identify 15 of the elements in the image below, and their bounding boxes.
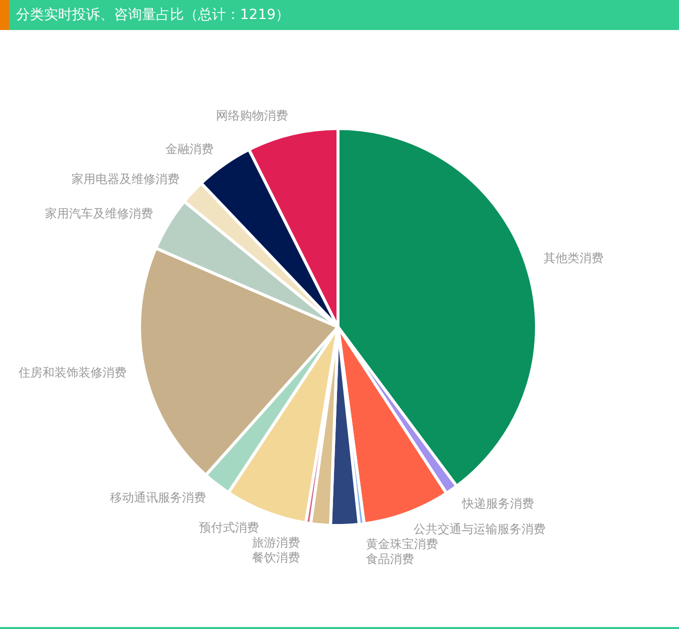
slice-label: 其他类消费 bbox=[543, 250, 604, 265]
slice-label: 食品消费 bbox=[366, 552, 414, 566]
slice-label: 移动通讯服务消费 bbox=[110, 490, 206, 505]
slice-label: 预付式消费 bbox=[198, 520, 259, 535]
slice-label: 公共交通与运输服务消费 bbox=[413, 522, 546, 536]
slice-label: 家用汽车及维修消费 bbox=[45, 206, 154, 221]
slice-label: 快递服务消费 bbox=[460, 496, 534, 511]
slice-label: 家用电器及维修消费 bbox=[71, 172, 180, 186]
chart-title: 分类实时投诉、咨询量占比（总计：1219） bbox=[16, 6, 290, 24]
slice-label: 黄金珠宝消费 bbox=[366, 537, 438, 552]
slice-label: 住房和装饰装修消费 bbox=[18, 366, 127, 380]
slice-label: 网络购物消费 bbox=[216, 108, 288, 122]
slice-label: 餐饮消费 bbox=[252, 550, 300, 565]
slice-label: 金融消费 bbox=[166, 142, 214, 156]
slice-label: 旅游消费 bbox=[252, 536, 300, 550]
